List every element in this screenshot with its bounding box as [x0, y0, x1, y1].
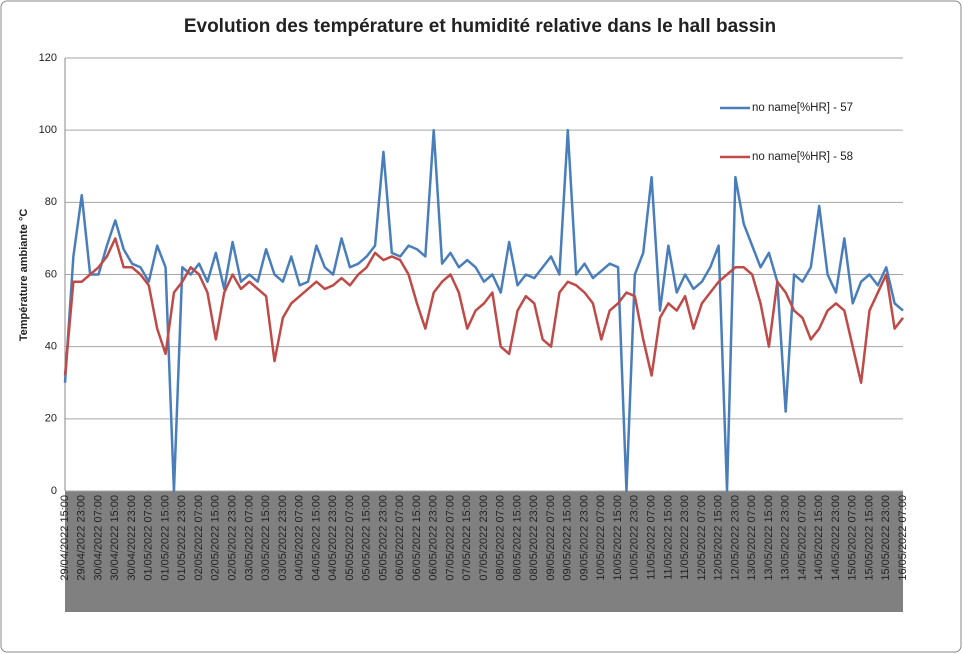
x-tick-label: 03/05/2022 23:00: [277, 495, 289, 581]
x-tick-label: 08/05/2022 07:00: [495, 495, 507, 581]
x-tick-label: 12/05/2022 15:00: [713, 495, 725, 581]
x-tick-label: 09/05/2022 15:00: [562, 495, 574, 581]
x-tick-label: 15/05/2022 07:00: [847, 495, 859, 581]
y-tick-label: 20: [45, 413, 57, 425]
series-line: [63, 237, 904, 384]
x-tick-label: 04/05/2022 07:00: [294, 495, 306, 581]
x-tick-label: 05/05/2022 07:00: [344, 495, 356, 581]
x-tick-label: 11/05/2022 07:00: [646, 495, 658, 580]
x-tick-label: 02/05/2022 07:00: [193, 495, 205, 581]
x-tick-label: 07/05/2022 23:00: [478, 495, 490, 581]
x-tick-label: 11/05/2022 15:00: [662, 495, 674, 580]
y-tick-label: 120: [39, 52, 57, 64]
legend-label: no name[%HR] - 57: [752, 102, 853, 114]
x-tick-label: 10/05/2022 23:00: [629, 495, 641, 581]
x-tick-label: 14/05/2022 15:00: [813, 495, 825, 581]
y-axis-label: Température ambiante °C: [18, 209, 30, 342]
chart-title: Evolution des température et humidité re…: [184, 16, 776, 37]
x-tick-label: 30/04/2022 23:00: [126, 495, 138, 581]
x-tick-label: 13/05/2022 07:00: [746, 495, 758, 581]
y-tick-label: 40: [45, 341, 57, 353]
x-tick-label: 09/05/2022 23:00: [578, 495, 590, 581]
x-tick-label: 03/05/2022 07:00: [243, 495, 255, 581]
x-tick-label: 09/05/2022 07:00: [545, 495, 557, 581]
y-tick-label: 80: [45, 196, 57, 208]
x-tick-label: 08/05/2022 23:00: [528, 495, 540, 581]
x-tick-label: 06/05/2022 07:00: [394, 495, 406, 581]
x-tick-label: 06/05/2022 15:00: [411, 495, 423, 581]
x-tick-label: 07/05/2022 15:00: [461, 495, 473, 581]
x-tick-label: 03/05/2022 15:00: [260, 495, 272, 581]
series-line: [63, 128, 904, 493]
x-tick-label: 10/05/2022 15:00: [612, 495, 624, 581]
x-axis-band: [65, 491, 903, 612]
x-tick-label: 12/05/2022 23:00: [729, 495, 741, 581]
x-tick-label: 08/05/2022 15:00: [511, 495, 523, 581]
x-tick-label: 06/05/2022 23:00: [428, 495, 440, 581]
x-tick-label: 16/05/2022 07:00: [897, 495, 909, 581]
x-tick-label: 11/05/2022 23:00: [679, 495, 691, 580]
x-tick-label: 15/05/2022 23:00: [880, 495, 892, 581]
x-tick-label: 13/05/2022 15:00: [763, 495, 775, 581]
x-tick-label: 14/05/2022 23:00: [830, 495, 842, 581]
x-tick-label: 07/05/2022 07:00: [444, 495, 456, 581]
x-tick-label: 04/05/2022 23:00: [327, 495, 339, 581]
legend-label: no name[%HR] - 58: [752, 151, 853, 163]
y-tick-label: 0: [51, 485, 57, 497]
x-tick-label: 13/05/2022 23:00: [780, 495, 792, 581]
x-tick-label: 10/05/2022 07:00: [595, 495, 607, 581]
x-tick-label: 15/05/2022 15:00: [863, 495, 875, 581]
x-tick-label: 02/05/2022 15:00: [210, 495, 222, 581]
x-tick-label: 05/05/2022 15:00: [361, 495, 373, 581]
x-tick-label: 30/04/2022 15:00: [109, 495, 121, 581]
y-tick-label: 100: [39, 124, 57, 136]
x-tick-label: 29/04/2022 15:00: [59, 495, 71, 581]
x-tick-label: 12/05/2022 07:00: [696, 495, 708, 581]
x-tick-label: 30/04/2022 07:00: [92, 495, 104, 581]
y-tick-label: 60: [45, 268, 57, 280]
x-tick-label: 14/05/2022 07:00: [796, 495, 808, 581]
x-tick-label: 04/05/2022 15:00: [310, 495, 322, 581]
x-tick-label: 05/05/2022 23:00: [377, 495, 389, 581]
x-tick-label: 01/05/2022 23:00: [176, 495, 188, 581]
x-tick-label: 29/04/2022 23:00: [76, 495, 88, 581]
x-tick-label: 01/05/2022 07:00: [143, 495, 155, 581]
x-tick-label: 02/05/2022 23:00: [227, 495, 239, 581]
x-tick-label: 01/05/2022 15:00: [159, 495, 171, 581]
